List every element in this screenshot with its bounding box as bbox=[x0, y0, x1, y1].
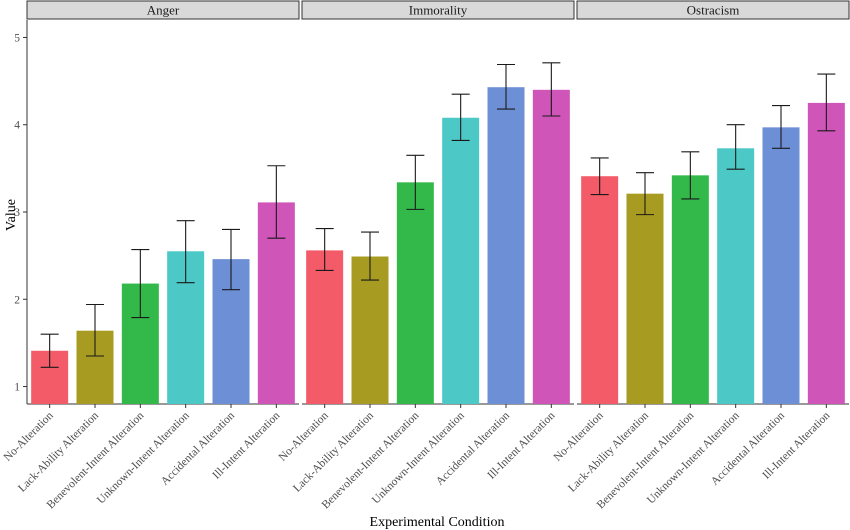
error-bar bbox=[40, 333, 59, 368]
strip-title: Immorality bbox=[409, 3, 468, 18]
bar bbox=[442, 117, 480, 404]
x-tick-label: Unknown-Intent Alteration bbox=[95, 409, 192, 506]
y-tick-label: 1 bbox=[14, 382, 20, 394]
error-bar bbox=[497, 63, 515, 110]
y-axis: 1 2 3 4 5 bbox=[14, 20, 28, 404]
y-axis-title: Value bbox=[4, 199, 19, 231]
x-tick-label: Lack-Ability Alteration bbox=[16, 409, 101, 494]
error-bar bbox=[817, 73, 836, 132]
y-tick-label: 5 bbox=[14, 32, 20, 44]
error-bar bbox=[772, 104, 790, 149]
y-tick-label: 4 bbox=[14, 120, 20, 132]
error-bar bbox=[406, 154, 425, 210]
strip-header bbox=[576, 0, 850, 20]
bar bbox=[717, 148, 755, 404]
bar bbox=[581, 176, 619, 404]
bar bbox=[351, 256, 389, 404]
bar bbox=[671, 175, 709, 404]
x-tick-label: Lack-Ability Alteration bbox=[566, 409, 651, 494]
strip-header bbox=[301, 0, 575, 20]
error-bar bbox=[86, 303, 104, 357]
strip-title: Anger bbox=[147, 3, 180, 18]
error-bar bbox=[542, 62, 561, 117]
error-bar bbox=[451, 93, 470, 141]
x-axis-title: Experimental Condition bbox=[370, 515, 505, 530]
y-tick-label: 2 bbox=[14, 294, 20, 306]
strip-header bbox=[26, 0, 300, 20]
x-tick-label: Unknown-Intent Alteration bbox=[370, 409, 467, 506]
error-bar bbox=[681, 151, 700, 200]
bar bbox=[487, 87, 525, 404]
error-bar bbox=[726, 124, 745, 170]
bar bbox=[807, 102, 845, 404]
bar bbox=[396, 182, 434, 404]
error-bar bbox=[590, 157, 609, 196]
error-bar bbox=[176, 220, 195, 284]
error-bar bbox=[267, 165, 286, 239]
bar bbox=[306, 250, 344, 404]
error-bar bbox=[636, 172, 654, 216]
error-bar bbox=[131, 248, 150, 319]
error-bar bbox=[222, 228, 240, 291]
x-tick-label: Unknown-Intent Alteration bbox=[645, 409, 742, 506]
error-bar bbox=[315, 228, 334, 272]
error-bar bbox=[361, 231, 379, 281]
bar bbox=[762, 127, 800, 404]
x-tick-label: Lack-Ability Alteration bbox=[291, 409, 376, 494]
y-tick-label: 3 bbox=[14, 207, 20, 219]
bar bbox=[626, 193, 664, 404]
bar bbox=[532, 89, 570, 405]
strip-title: Ostracism bbox=[687, 3, 740, 18]
